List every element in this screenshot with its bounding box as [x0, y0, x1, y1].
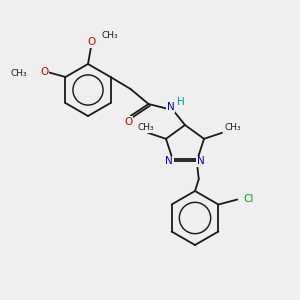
Text: N: N: [165, 156, 173, 166]
Text: CH₃: CH₃: [224, 123, 241, 132]
Text: O: O: [40, 67, 49, 77]
Text: O: O: [124, 117, 133, 127]
Text: CH₃: CH₃: [101, 31, 118, 40]
Text: Cl: Cl: [243, 194, 254, 205]
Text: N: N: [167, 102, 174, 112]
Text: O: O: [87, 37, 95, 47]
Text: N: N: [197, 156, 205, 166]
Text: CH₃: CH₃: [138, 123, 154, 132]
Text: H: H: [176, 97, 184, 107]
Text: CH₃: CH₃: [11, 68, 28, 77]
